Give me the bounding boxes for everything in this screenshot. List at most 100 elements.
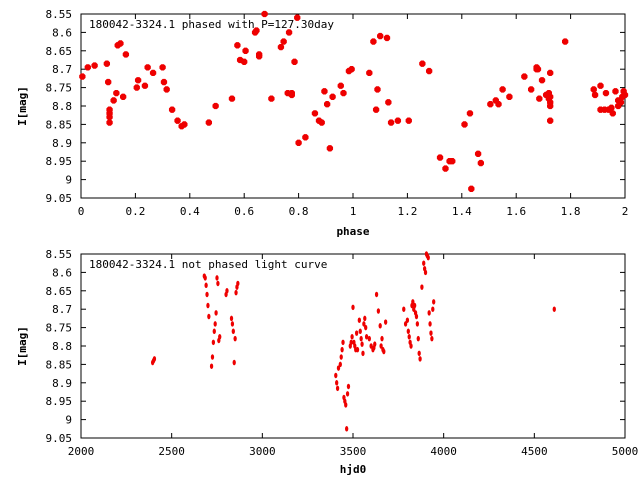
data-point	[406, 328, 410, 335]
y-axis-title: I[mag]	[16, 326, 29, 366]
y-tick-label: 8.85	[46, 118, 73, 131]
data-point	[229, 315, 234, 322]
data-point	[103, 60, 111, 67]
data-point	[214, 310, 218, 316]
x-tick-label: 1.6	[506, 205, 526, 218]
data-point	[415, 321, 420, 327]
data-point	[144, 64, 151, 71]
data-point	[355, 346, 360, 353]
y-tick-label: 8.55	[46, 8, 73, 21]
data-points	[150, 251, 556, 432]
data-point	[159, 64, 166, 71]
axis-ticks: 2000 2500 3000 3500 4000 4500 5000 8.55 8.6 8.65 8…	[46, 248, 639, 458]
data-point	[534, 66, 542, 73]
data-point	[617, 99, 625, 106]
y-tick-label: 9	[65, 414, 72, 427]
data-point	[374, 86, 381, 93]
chart-title: 180042-3324.1 phased with P=127.30day	[89, 18, 334, 31]
data-point	[302, 134, 309, 141]
data-point	[134, 77, 142, 84]
data-point	[311, 110, 319, 117]
data-point	[426, 254, 430, 261]
data-point	[233, 335, 237, 342]
data-point	[363, 315, 367, 322]
data-point	[379, 343, 383, 349]
data-point	[547, 117, 554, 124]
x-tick-label: 3000	[249, 445, 276, 458]
data-point	[394, 117, 402, 124]
data-point	[499, 86, 506, 93]
data-point	[385, 99, 392, 106]
data-point	[373, 341, 377, 347]
data-point	[230, 321, 235, 327]
x-tick-label: 1.4	[452, 205, 472, 218]
data-point	[232, 359, 236, 366]
data-point	[402, 306, 406, 312]
data-point	[383, 319, 388, 325]
data-point	[206, 302, 210, 309]
data-point	[291, 58, 298, 66]
data-point	[354, 330, 359, 336]
data-point	[119, 93, 127, 100]
data-point	[536, 95, 543, 102]
data-point	[335, 380, 339, 386]
data-point	[411, 299, 415, 305]
data-point	[477, 159, 485, 167]
data-point	[348, 66, 355, 73]
data-point	[538, 77, 546, 84]
data-point	[429, 330, 433, 336]
data-point	[369, 343, 373, 349]
data-point	[218, 334, 222, 340]
data-point	[362, 321, 366, 327]
y-tick-label: 8.75	[46, 82, 73, 95]
data-point	[612, 88, 619, 95]
data-point	[181, 121, 188, 128]
data-point	[209, 363, 214, 369]
y-tick-label: 8.7	[52, 63, 72, 76]
data-point	[367, 335, 371, 342]
data-point	[106, 113, 113, 121]
y-tick-label: 8.9	[52, 377, 72, 390]
data-point	[91, 62, 98, 69]
data-point	[122, 51, 130, 58]
data-point	[285, 29, 293, 36]
data-point	[428, 321, 432, 327]
data-point	[387, 119, 395, 126]
data-point	[241, 58, 248, 66]
data-point	[234, 289, 238, 296]
data-point	[358, 328, 362, 335]
y-tick-label: 8.8	[52, 340, 72, 353]
data-point	[506, 93, 513, 100]
y-tick-label: 8.7	[52, 303, 72, 316]
data-point	[403, 321, 408, 327]
x-tick-label: 1	[350, 205, 357, 218]
y-tick-label: 8.65	[46, 45, 73, 58]
data-point	[409, 343, 413, 349]
data-point	[418, 356, 422, 362]
data-point	[547, 93, 554, 100]
x-tick-label: 4000	[430, 445, 457, 458]
data-point	[527, 86, 535, 93]
data-point	[432, 299, 436, 305]
data-point	[468, 185, 475, 192]
data-point	[431, 306, 435, 312]
data-point	[378, 323, 382, 329]
data-point	[141, 82, 149, 89]
data-point	[357, 317, 361, 323]
x-tick-label: 0.8	[289, 205, 309, 218]
x-tick-label: 2	[622, 205, 629, 218]
x-tick-label: 2500	[158, 445, 185, 458]
data-point	[423, 269, 428, 276]
data-point	[427, 310, 431, 316]
data-point	[372, 106, 380, 113]
data-point	[212, 102, 219, 110]
y-tick-label: 9	[65, 174, 72, 187]
data-point	[344, 402, 348, 408]
data-point	[407, 334, 411, 340]
data-point	[338, 361, 342, 368]
data-point	[207, 313, 211, 320]
data-point	[215, 275, 219, 281]
data-point	[345, 391, 350, 397]
